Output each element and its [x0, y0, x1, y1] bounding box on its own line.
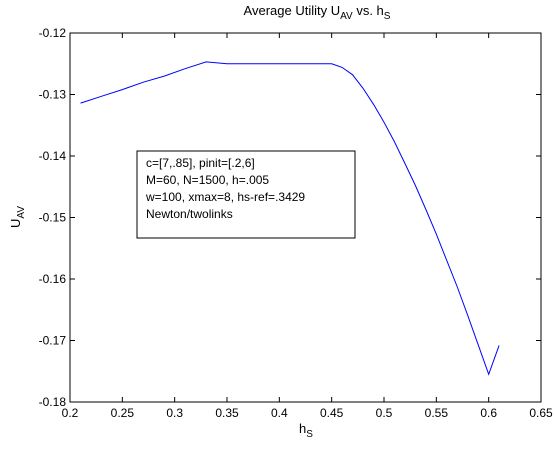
x-tick-label: 0.65: [529, 406, 553, 420]
annotation-line-3: w=100, xmax=8, hs-ref=.3429: [145, 190, 305, 204]
x-tick-label: 0.5: [376, 406, 393, 420]
series-line-0: [80, 61, 500, 376]
y-tick-label: -0.12: [39, 26, 67, 40]
y-tick-label: -0.14: [39, 149, 67, 163]
x-tick-label: 0.45: [320, 406, 344, 420]
title-mid: vs. h: [353, 3, 384, 18]
x-tick-label: 0.2: [62, 406, 79, 420]
y-axis-label: UAV: [8, 206, 27, 228]
y-tick-label: -0.18: [39, 395, 67, 409]
annotation-box: c=[7,.85], pinit=[.2,6] M=60, N=1500, h=…: [136, 150, 356, 239]
x-tick-label: 0.55: [425, 406, 449, 420]
title-sub2: S: [384, 11, 391, 22]
y-tick-labels: -0.12 -0.13 -0.14 -0.15 -0.16 -0.17 -0.18: [39, 26, 67, 409]
chart-title: Average Utility UAV vs. hS: [244, 3, 391, 22]
x-tick-label: 0.6: [480, 406, 497, 420]
annotation-frame: [136, 150, 356, 239]
x-axis-label: hS: [299, 421, 313, 440]
y-tick-label: -0.13: [39, 88, 67, 102]
annotation-line-2: M=60, N=1500, h=.005: [146, 173, 269, 187]
axis-ticks: [69, 32, 542, 403]
y-axis-label-main: U: [8, 219, 23, 228]
y-tick-label: -0.17: [39, 334, 67, 348]
x-axis-label-main: h: [299, 421, 306, 436]
y-axis-label-sub: AV: [16, 206, 27, 219]
x-tick-label: 0.25: [111, 406, 135, 420]
x-tick-label: 0.35: [215, 406, 239, 420]
title-sub: AV: [340, 11, 353, 22]
annotation-line-1: c=[7,.85], pinit=[.2,6]: [146, 156, 255, 170]
y-tick-label: -0.16: [39, 272, 67, 286]
x-tick-labels: 0.2 0.25 0.3 0.35 0.4 0.45 0.5 0.55 0.6 0.65: [62, 406, 553, 420]
x-axis-label-sub: S: [306, 429, 313, 440]
y-tick-label: -0.15: [39, 211, 67, 225]
series-layer: [80, 61, 500, 376]
x-tick-label: 0.3: [166, 406, 183, 420]
x-tick-label: 0.4: [271, 406, 288, 420]
title-main: Average Utility U: [244, 3, 341, 18]
annotation-line-4: Newton/twolinks: [146, 207, 233, 221]
